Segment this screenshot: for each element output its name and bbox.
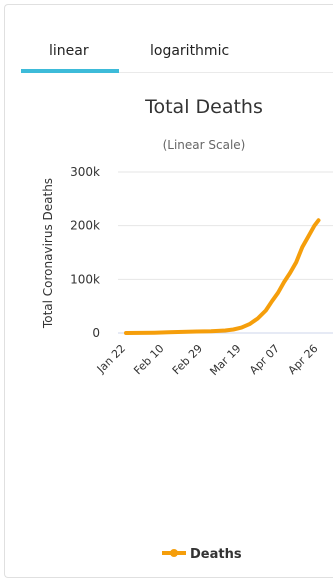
chart-subtitle: (Linear Scale) — [163, 138, 246, 152]
y-tick-label: 100k — [70, 272, 100, 286]
x-tick-label: Apr 26 — [286, 342, 321, 377]
y-axis-ticks: 0 100k 200k 300k — [70, 165, 100, 340]
legend[interactable]: Deaths — [162, 547, 242, 562]
legend-marker-icon — [170, 549, 178, 557]
x-tick-label: Jan 22 — [94, 342, 128, 376]
chart-title: Total Deaths — [144, 96, 263, 118]
legend-label-deaths: Deaths — [190, 547, 242, 562]
series-deaths — [126, 220, 319, 333]
y-tick-label: 200k — [70, 219, 100, 233]
series-line-deaths — [126, 220, 319, 333]
x-tick-label: Feb 29 — [170, 342, 205, 377]
y-axis-label: Total Coronavirus Deaths — [41, 178, 55, 329]
y-tick-label: 0 — [92, 326, 100, 340]
x-axis-ticks: Jan 22 Feb 10 Feb 29 Mar 19 Apr 07 Apr 26 — [94, 342, 321, 378]
grid-lines — [118, 172, 333, 279]
y-tick-label: 300k — [70, 165, 100, 179]
x-tick-label: Feb 10 — [131, 342, 166, 377]
x-tick-label: Apr 07 — [247, 342, 282, 377]
x-tick-label: Mar 19 — [207, 342, 243, 378]
